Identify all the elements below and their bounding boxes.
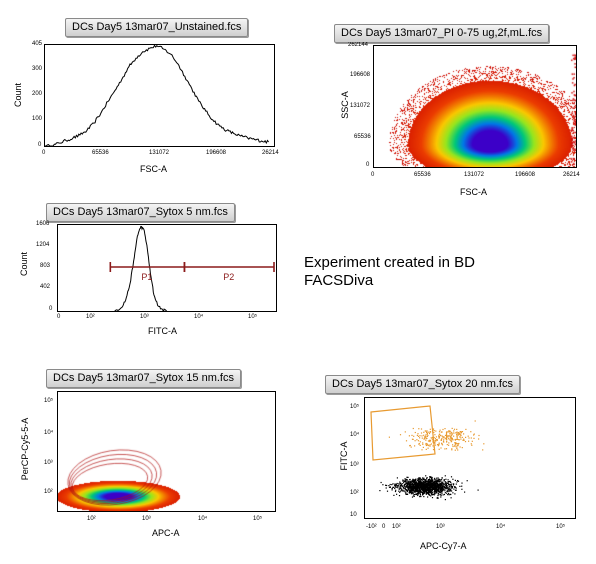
x-tick: 0 (57, 314, 61, 320)
y-tick: 405 (32, 41, 43, 47)
plot-area-sytox-20: R1 (364, 397, 576, 519)
x-tick: 10⁴ (194, 314, 204, 320)
histogram-line (114, 225, 167, 311)
x-tick: 10² (86, 314, 95, 320)
x-tick: 26214 (262, 150, 279, 156)
y-axis-label: FITC-A (339, 441, 349, 471)
gate-r1[interactable] (370, 405, 436, 461)
x-tick: -10² (366, 524, 377, 530)
experiment-note: Experiment created in BD FACSDiva (304, 254, 534, 290)
chart-title: DCs Day5 13mar07_Unstained.fcs (65, 18, 249, 37)
scatter-population (379, 475, 479, 501)
gate-label: R1 (445, 429, 461, 443)
y-axis-label: Count (13, 82, 23, 108)
y-tick: 100 (32, 116, 43, 122)
x-axis-label: FITC-A (148, 326, 177, 336)
y-tick: 0 (366, 162, 370, 168)
y-axis-label: SSC-A (340, 91, 350, 119)
x-tick: 10² (392, 524, 401, 530)
y-tick: 10² (44, 489, 53, 495)
y-tick: 10⁵ (44, 398, 54, 404)
scatter-population (388, 420, 485, 451)
x-tick: 0 (382, 524, 386, 530)
y-tick: 1606 (36, 221, 50, 227)
y-tick: 200 (32, 91, 43, 97)
x-tick: 0 (42, 150, 46, 156)
x-axis-label: APC-Cy7-A (420, 541, 467, 551)
y-axis-label: Count (19, 251, 29, 277)
x-tick: 196608 (206, 150, 227, 156)
density-pi (374, 46, 576, 167)
x-tick: 10⁴ (198, 516, 208, 522)
y-tick: 262144 (348, 42, 369, 48)
y-tick-10: 10 (350, 512, 357, 518)
y-tick: 65536 (354, 134, 371, 140)
x-axis-label: APC-A (152, 528, 180, 538)
y-tick: 10⁴ (350, 432, 360, 438)
x-tick: 10⁴ (496, 524, 506, 530)
y-tick: 402 (40, 284, 51, 290)
y-tick: 10² (350, 490, 359, 496)
x-tick: 196608 (515, 172, 536, 178)
y-tick: 0 (38, 142, 42, 148)
y-tick: 10³ (44, 460, 53, 466)
x-tick: 10² (87, 516, 96, 522)
chart-title: DCs Day5 13mar07_Sytox 5 nm.fcs (46, 203, 235, 222)
plot-area-unstained (44, 44, 275, 147)
x-tick: 10³ (140, 314, 149, 320)
histogram-sytox-5: P1 P2 (109, 225, 275, 311)
chart-title: DCs Day5 13mar07_PI 0-75 ug,2f,mL.fcs (334, 24, 550, 43)
x-tick: 26214 (563, 172, 580, 178)
x-tick: 10³ (436, 524, 445, 530)
gate-label: P1 (141, 272, 152, 282)
x-tick: 10⁵ (253, 516, 263, 522)
x-tick: 10⁵ (248, 314, 258, 320)
y-axis-label: PerCP-Cy5-5-A (20, 417, 30, 481)
x-tick: 131072 (464, 172, 485, 178)
x-tick: 65536 (414, 172, 431, 178)
note-line-2: FACSDiva (304, 272, 374, 289)
y-tick: 0 (49, 306, 53, 312)
x-tick: 65536 (92, 150, 109, 156)
y-tick: 300 (32, 66, 43, 72)
plot-area-sytox-15 (57, 391, 276, 512)
plot-area-pi (373, 45, 577, 168)
chart-title: DCs Day5 13mar07_Sytox 15 nm.fcs (46, 369, 241, 388)
y-tick: 803 (40, 263, 51, 269)
y-tick: 10³ (350, 462, 359, 468)
x-axis-label: FSC-A (140, 164, 167, 174)
density-sytox-15 (58, 392, 275, 511)
y-tick: 131072 (350, 103, 371, 109)
y-tick: 10⁵ (350, 404, 360, 410)
x-tick: 0 (371, 172, 375, 178)
note-line-1: Experiment created in BD (304, 254, 475, 271)
y-tick: 1204 (36, 242, 50, 248)
scatter-sytox-20: R1 (370, 405, 485, 501)
x-tick: 10³ (142, 516, 151, 522)
gate-label: P2 (223, 272, 234, 282)
y-tick: 10⁴ (44, 430, 54, 436)
x-tick: 131072 (149, 150, 170, 156)
histogram-line (45, 45, 270, 146)
y-tick: 196608 (350, 72, 371, 78)
x-tick: 10⁵ (556, 524, 566, 530)
plot-area-sytox-5: P1 P2 (57, 224, 277, 312)
chart-title: DCs Day5 13mar07_Sytox 20 nm.fcs (325, 375, 520, 394)
x-axis-label: FSC-A (460, 187, 487, 197)
histogram-unstained (45, 45, 270, 146)
